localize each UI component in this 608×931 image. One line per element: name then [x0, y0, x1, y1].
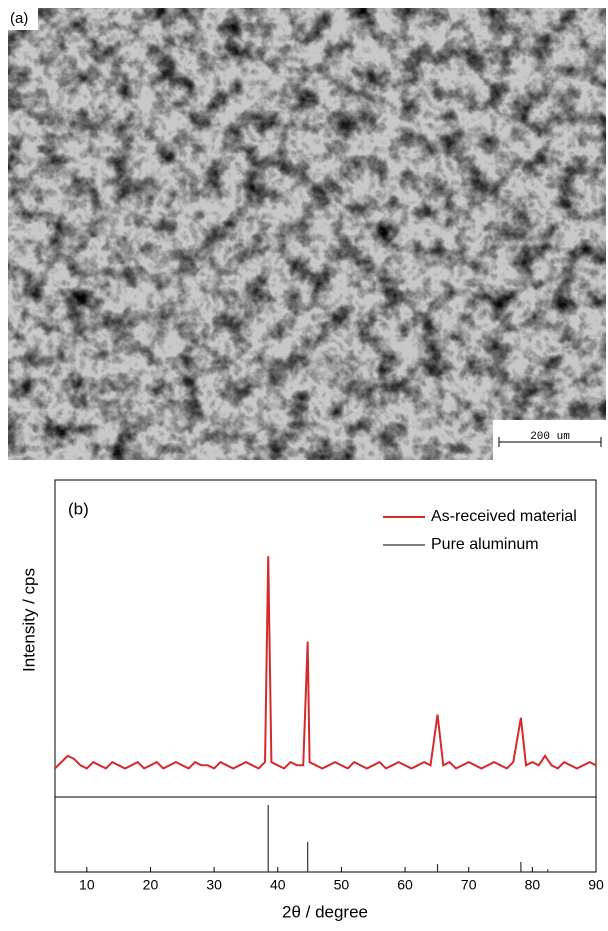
x-tick-label: 30 [206, 877, 222, 893]
x-tick-label: 40 [270, 877, 286, 893]
figure: (a) 200 um (b) 2θ / degree Intensity / c… [0, 0, 608, 926]
data-line [55, 556, 596, 768]
x-tick-label: 60 [397, 877, 413, 893]
panel-label: (a) [10, 10, 28, 27]
x-tick-label: 10 [79, 877, 95, 893]
legend-label: As-received material [431, 508, 577, 525]
micrograph: (a) 200 um [8, 8, 606, 460]
panel-label: (b) [68, 499, 89, 518]
x-tick-label: 20 [143, 877, 159, 893]
x-tick-label: 90 [588, 877, 604, 893]
micrograph-texture [8, 8, 606, 460]
x-axis-label: 2θ / degree [282, 902, 368, 921]
scale-bar-label: 200 um [530, 431, 570, 443]
x-tick-label: 50 [334, 877, 350, 893]
x-tick-label: 80 [525, 877, 541, 893]
x-tick-label: 70 [461, 877, 477, 893]
y-axis-label: Intensity / cps [19, 568, 38, 672]
legend-label: Pure aluminum [431, 536, 539, 553]
